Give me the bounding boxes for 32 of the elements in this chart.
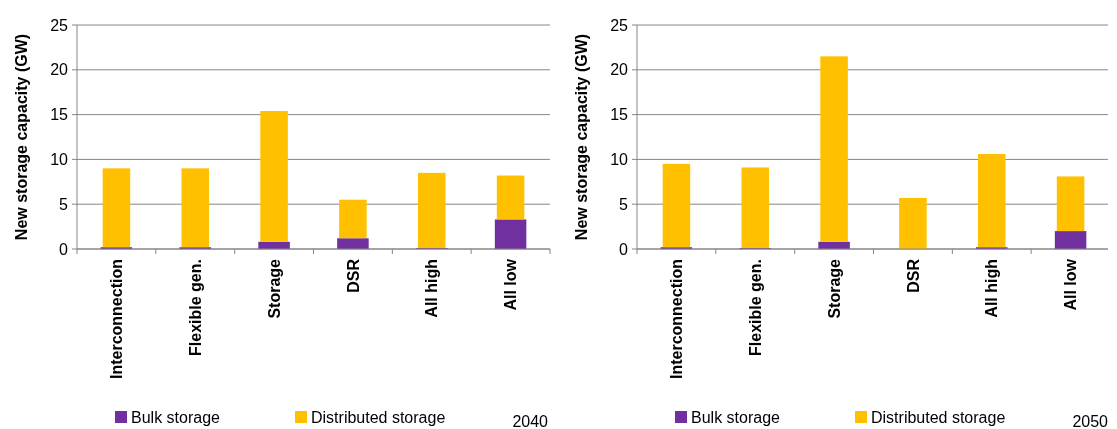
y-tick-label: 5 xyxy=(59,195,69,213)
x-tick-label: All low xyxy=(502,258,520,311)
x-tick-label: All high xyxy=(983,259,1001,318)
text: 2040 xyxy=(512,413,549,429)
text: 2050 xyxy=(1072,413,1109,429)
x-tick-label: Flexible gen. xyxy=(746,259,764,356)
y-tick-label: 0 xyxy=(59,240,69,258)
y-axis-title: New storage capacity (GW) xyxy=(573,33,590,241)
y-tick-label: 15 xyxy=(610,106,629,124)
x-tick-label: Interconnection xyxy=(108,259,126,380)
y-tick-label: 25 xyxy=(50,16,69,34)
y-tick-label: 0 xyxy=(619,240,629,258)
y-axis-title: New storage capacity (GW) xyxy=(13,33,30,241)
x-tick-label: Interconnection xyxy=(668,259,686,380)
legend-label: Distributed storage xyxy=(311,408,446,426)
x-tick-label: DSR xyxy=(344,258,362,293)
y-tick-label: 10 xyxy=(610,151,629,168)
y-tick-label: 20 xyxy=(50,61,69,79)
y-tick-label: 20 xyxy=(610,61,629,79)
x-tick-label: All high xyxy=(423,259,441,318)
y-tick-label: 10 xyxy=(50,151,69,168)
y-tick-label: 25 xyxy=(610,16,629,34)
legend-label: Bulk storage xyxy=(691,408,781,426)
y-tick-label: 15 xyxy=(50,106,69,124)
legend-label: Bulk storage xyxy=(131,408,221,426)
x-tick-label: Storage xyxy=(265,258,283,319)
y-tick-label: 5 xyxy=(619,195,629,213)
x-tick-label: All low xyxy=(1062,258,1080,311)
x-tick-label: DSR xyxy=(904,258,922,293)
x-tick-label: Flexible gen. xyxy=(186,259,204,356)
legend-label: Distributed storage xyxy=(871,408,1006,426)
x-tick-label: Storage xyxy=(825,258,843,319)
